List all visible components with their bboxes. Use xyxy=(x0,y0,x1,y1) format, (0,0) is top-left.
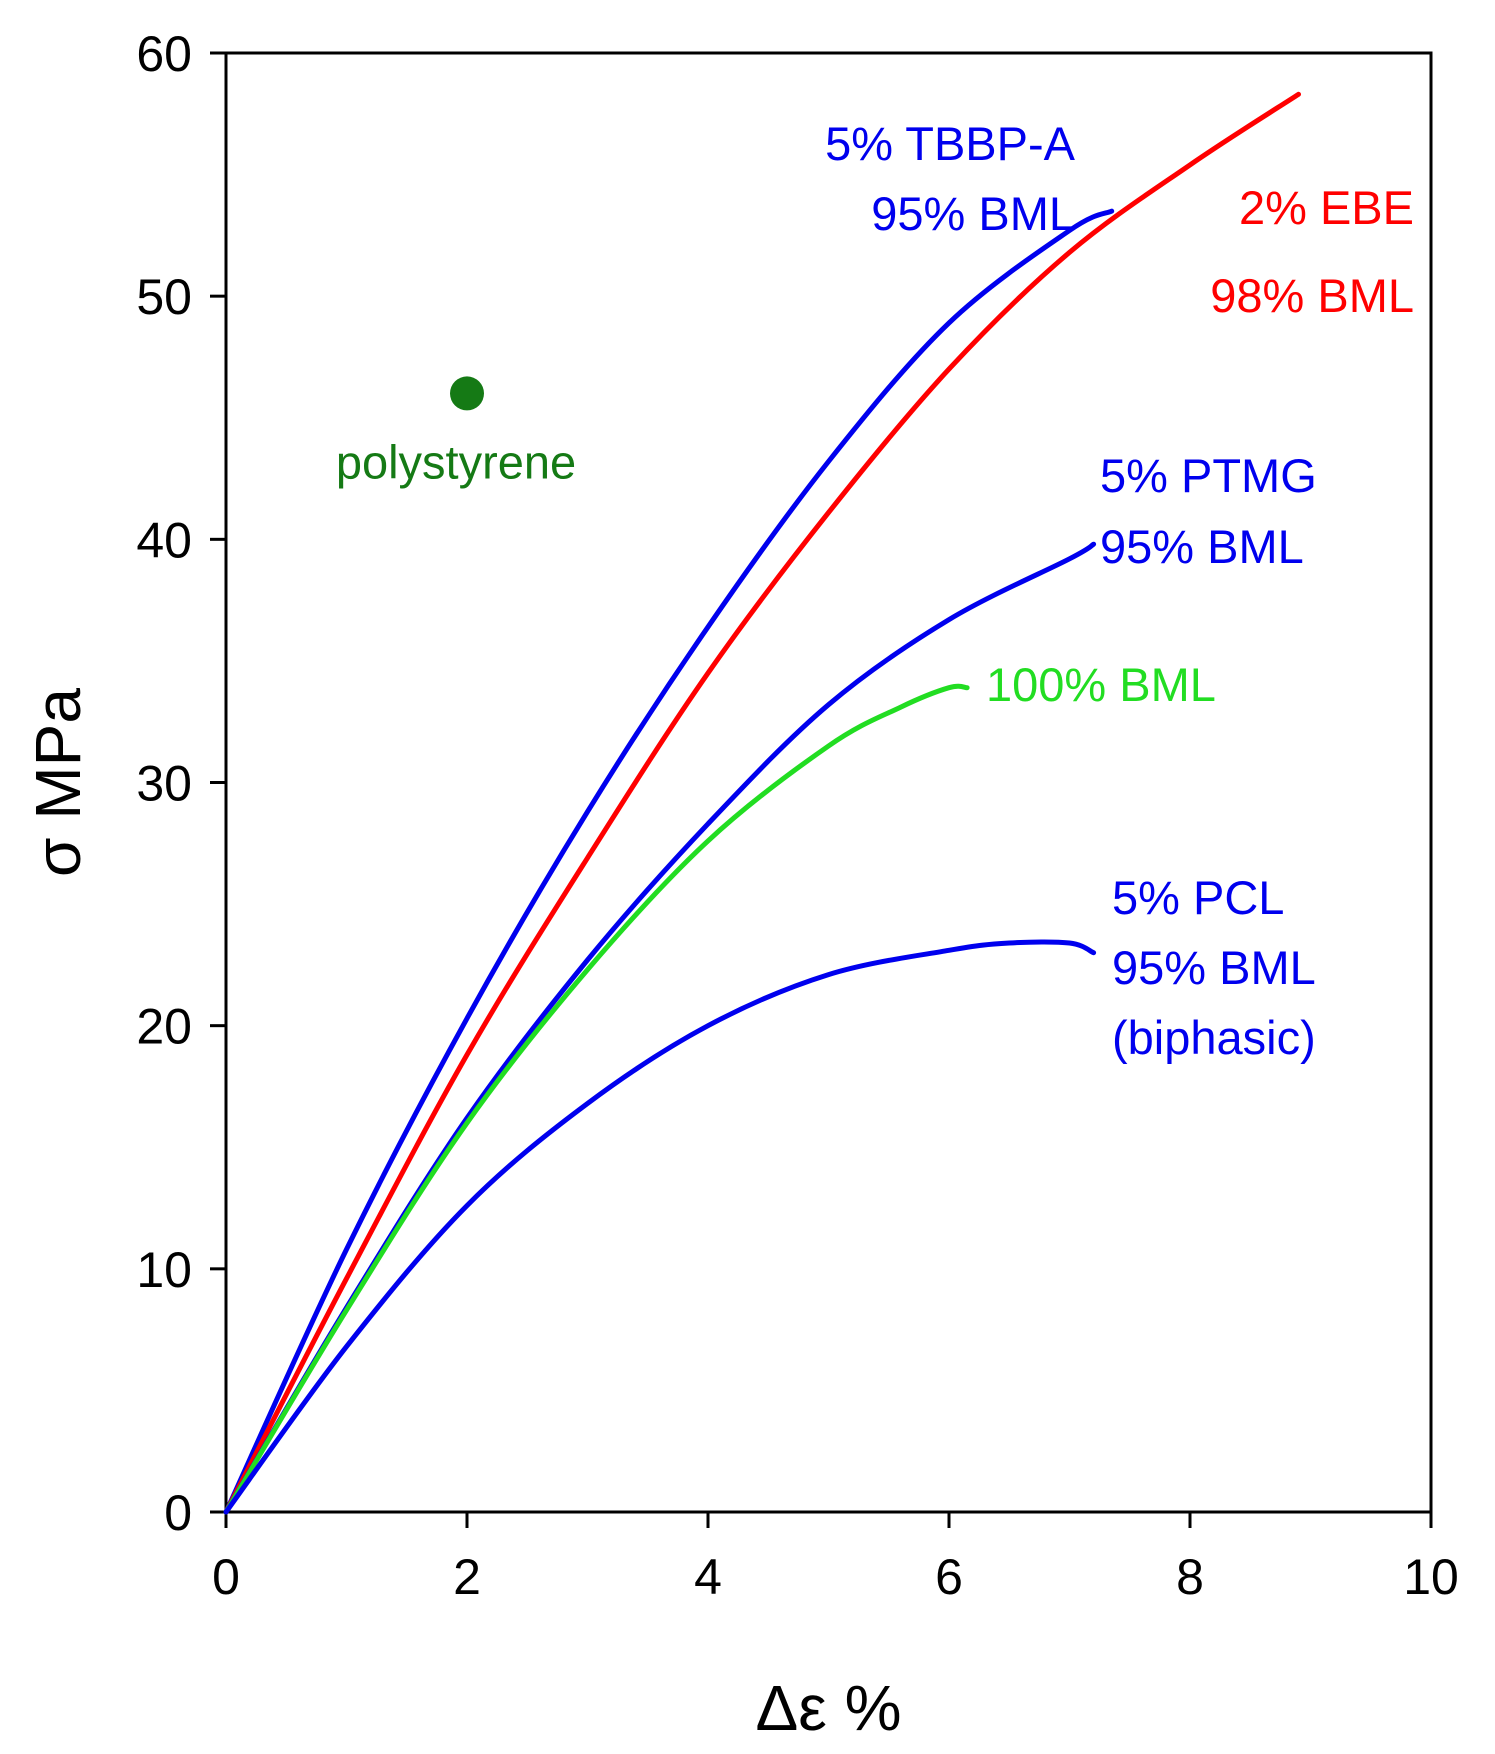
point-polystyrene xyxy=(450,376,484,411)
x-tick-label: 4 xyxy=(694,1549,722,1605)
series-label-ptmg: 95% BML xyxy=(1100,520,1304,573)
y-tick-label: 30 xyxy=(136,756,192,812)
x-axis-title: Δε % xyxy=(756,1672,902,1744)
series-label-pcl: 95% BML xyxy=(1112,941,1316,994)
y-tick-label: 20 xyxy=(136,999,192,1055)
plot-axes: 0 2 4 6 8 10 0 10 20 30 40 50 60 Δε % σ MPa xyxy=(22,26,1459,1744)
series-label-pcl: 5% PCL xyxy=(1112,871,1284,924)
series-line-ebe xyxy=(223,91,1301,1515)
y-tick-label: 60 xyxy=(136,26,192,82)
series-line-tbbpa xyxy=(223,208,1115,1515)
x-tick-label: 10 xyxy=(1403,1549,1459,1605)
y-tick-label: 10 xyxy=(136,1242,192,1298)
series-label-tbbpa: 5% TBBP-A xyxy=(825,117,1076,170)
series-label-bml100: 100% BML xyxy=(986,658,1216,711)
point-label-polystyrene: polystyrene xyxy=(336,435,576,488)
x-tick-label: 0 xyxy=(212,1549,240,1605)
x-tick-label: 8 xyxy=(1176,1549,1204,1605)
y-axis-title: σ MPa xyxy=(22,688,94,877)
series-label-tbbpa: 95% BML xyxy=(871,187,1075,240)
series-label-ebe: 98% BML xyxy=(1210,269,1414,322)
series-label-ptmg: 5% PTMG xyxy=(1100,449,1317,502)
labels-layer: 5% TBBP-A 95% BML 2% EBE 98% BML 5% PTMG 95% … xyxy=(336,117,1414,1064)
series-label-ebe: 2% EBE xyxy=(1239,181,1414,234)
y-tick-label: 0 xyxy=(164,1485,192,1541)
x-tick-label: 2 xyxy=(453,1549,481,1605)
y-tick-label: 40 xyxy=(136,512,192,568)
series-layer xyxy=(223,91,1301,1515)
series-line-bml100 xyxy=(223,683,970,1515)
x-tick-label: 6 xyxy=(935,1549,963,1605)
series-line-pcl xyxy=(223,939,1097,1515)
series-label-pcl: (biphasic) xyxy=(1112,1011,1316,1064)
y-tick-label: 50 xyxy=(136,269,192,325)
